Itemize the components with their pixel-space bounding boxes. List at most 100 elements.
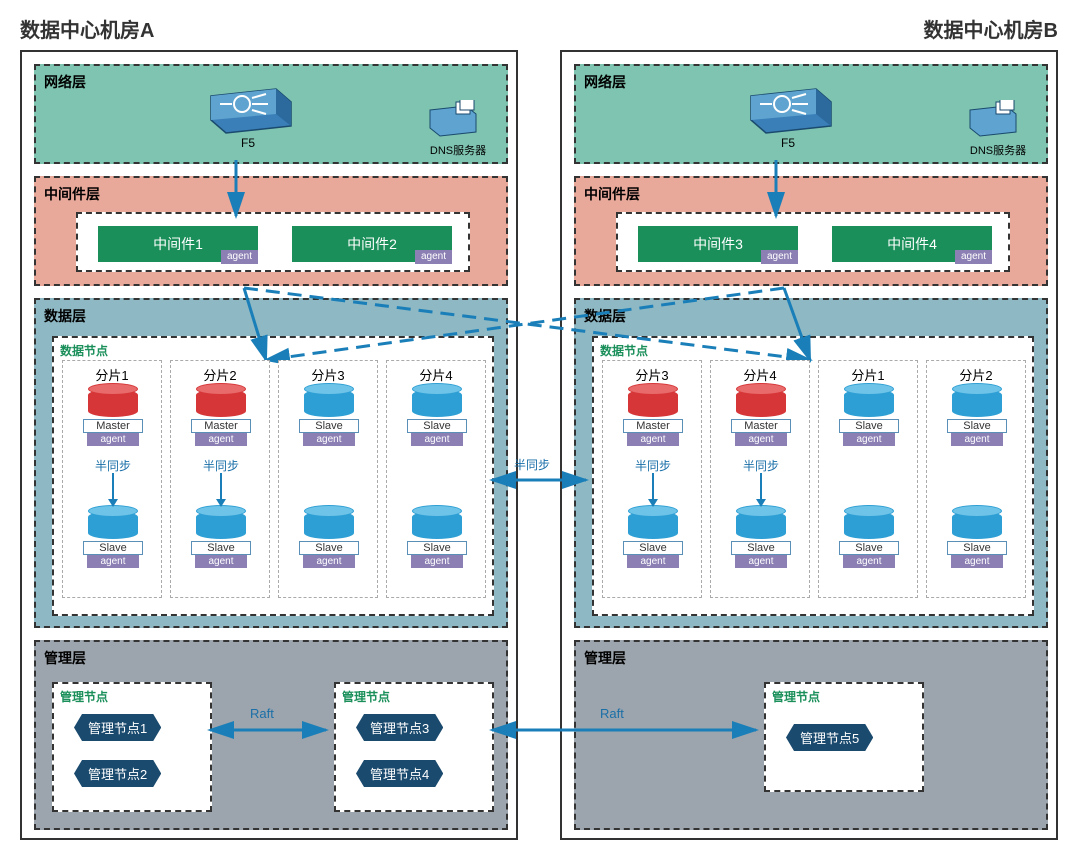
db-role-label: Master bbox=[731, 419, 791, 433]
mgmt-lozenge: 管理节点4 bbox=[356, 760, 443, 787]
agent-tag: agent bbox=[221, 250, 258, 264]
agent-tag: agent bbox=[951, 433, 1003, 446]
shard-box: 分片4 Master agent Slave agent 半同步 bbox=[710, 360, 810, 598]
data-node-label: 数据节点 bbox=[60, 342, 108, 359]
db-cylinder: Slave agent bbox=[299, 511, 359, 568]
half-sync-label: 半同步 bbox=[735, 457, 787, 474]
agent-tag: agent bbox=[843, 555, 895, 568]
layer-label: 数据层 bbox=[584, 306, 626, 326]
layer-label: 中间件层 bbox=[44, 184, 100, 204]
db-cylinder: Slave agent bbox=[407, 511, 467, 568]
dc-b-title: 数据中心机房B bbox=[924, 14, 1058, 43]
agent-tag: agent bbox=[955, 250, 992, 264]
management-layer-a: 管理层 管理节点 管理节点1 管理节点2 管理节点 管理节点3 管理节点4 bbox=[34, 640, 508, 830]
shard-title: 分片3 bbox=[603, 361, 701, 384]
db-role-label: Slave bbox=[407, 419, 467, 433]
db-role-label: Slave bbox=[83, 541, 143, 555]
agent-tag: agent bbox=[951, 555, 1003, 568]
db-role-label: Slave bbox=[839, 419, 899, 433]
middleware-label: 中间件1 bbox=[153, 236, 203, 252]
db-role-label: Slave bbox=[731, 541, 791, 555]
shard-title: 分片4 bbox=[711, 361, 809, 384]
layer-label: 网络层 bbox=[584, 72, 626, 92]
raft-label: Raft bbox=[250, 706, 274, 721]
db-role-label: Master bbox=[623, 419, 683, 433]
db-cylinder: Slave agent bbox=[83, 511, 143, 568]
shard-title: 分片1 bbox=[63, 361, 161, 384]
db-role-label: Slave bbox=[947, 541, 1007, 555]
mgmt-node-box: 管理节点 管理节点3 管理节点4 bbox=[334, 682, 494, 812]
shard-box: 分片3 Slave agent Slave agent bbox=[278, 360, 378, 598]
layer-label: 管理层 bbox=[584, 648, 626, 668]
dns-icon bbox=[966, 100, 1022, 140]
db-cylinder: Slave agent bbox=[299, 389, 359, 446]
db-cylinder: Master agent bbox=[731, 389, 791, 446]
db-cylinder: Slave agent bbox=[947, 511, 1007, 568]
mgmt-lozenge: 管理节点2 bbox=[74, 760, 161, 787]
shard-box: 分片1 Slave agent Slave agent bbox=[818, 360, 918, 598]
db-role-label: Slave bbox=[299, 419, 359, 433]
management-layer-b: 管理层 管理节点 管理节点5 bbox=[574, 640, 1048, 830]
dc-a-title: 数据中心机房A bbox=[20, 14, 154, 43]
mgmt-node-box: 管理节点 管理节点1 管理节点2 bbox=[52, 682, 212, 812]
middleware-label: 中间件3 bbox=[693, 236, 743, 252]
agent-tag: agent bbox=[761, 250, 798, 264]
half-sync-label: 半同步 bbox=[87, 457, 139, 474]
f5-label: F5 bbox=[241, 136, 255, 150]
layer-label: 网络层 bbox=[44, 72, 86, 92]
dns-label: DNS服务器 bbox=[958, 142, 1038, 158]
db-role-label: Slave bbox=[407, 541, 467, 555]
shard-title: 分片4 bbox=[387, 361, 485, 384]
middleware-label: 中间件2 bbox=[347, 236, 397, 252]
shard-title: 分片2 bbox=[171, 361, 269, 384]
layer-label: 中间件层 bbox=[584, 184, 640, 204]
raft-label: Raft bbox=[600, 706, 624, 721]
half-sync-label: 半同步 bbox=[195, 457, 247, 474]
f5-icon bbox=[206, 84, 296, 134]
agent-tag: agent bbox=[735, 433, 787, 446]
agent-tag: agent bbox=[627, 555, 679, 568]
mgmt-node-label: 管理节点 bbox=[60, 688, 108, 705]
middleware-layer-b: 中间件层 中间件3 agent 中间件4 agent bbox=[574, 176, 1048, 286]
agent-tag: agent bbox=[843, 433, 895, 446]
agent-tag: agent bbox=[411, 433, 463, 446]
middleware-box: 中间件2 agent bbox=[292, 226, 452, 262]
middleware-box: 中间件1 agent bbox=[98, 226, 258, 262]
f5-icon bbox=[746, 84, 836, 134]
agent-tag: agent bbox=[735, 555, 787, 568]
agent-tag: agent bbox=[195, 433, 247, 446]
shard-title: 分片2 bbox=[927, 361, 1025, 384]
agent-tag: agent bbox=[303, 433, 355, 446]
mgmt-node-label: 管理节点 bbox=[342, 688, 390, 705]
middleware-label: 中间件4 bbox=[887, 236, 937, 252]
agent-tag: agent bbox=[87, 555, 139, 568]
agent-tag: agent bbox=[627, 433, 679, 446]
middleware-inner-a: 中间件1 agent 中间件2 agent bbox=[76, 212, 470, 272]
db-cylinder: Slave agent bbox=[947, 389, 1007, 446]
mgmt-node-box: 管理节点 管理节点5 bbox=[764, 682, 924, 792]
shard-box: 分片2 Master agent Slave agent 半同步 bbox=[170, 360, 270, 598]
network-layer-a: 网络层 F5 DNS服务器 bbox=[34, 64, 508, 164]
agent-tag: agent bbox=[87, 433, 139, 446]
db-cylinder: Slave agent bbox=[191, 511, 251, 568]
dns-icon bbox=[426, 100, 482, 140]
mgmt-lozenge: 管理节点1 bbox=[74, 714, 161, 741]
db-role-label: Slave bbox=[191, 541, 251, 555]
db-cylinder: Slave agent bbox=[839, 511, 899, 568]
shard-box: 分片1 Master agent Slave agent 半同步 bbox=[62, 360, 162, 598]
db-role-label: Slave bbox=[947, 419, 1007, 433]
half-sync-label: 半同步 bbox=[514, 456, 550, 473]
dns-label: DNS服务器 bbox=[418, 142, 498, 158]
middleware-box: 中间件4 agent bbox=[832, 226, 992, 262]
shard-box: 分片4 Slave agent Slave agent bbox=[386, 360, 486, 598]
agent-tag: agent bbox=[411, 555, 463, 568]
data-node-label: 数据节点 bbox=[600, 342, 648, 359]
db-cylinder: Master agent bbox=[83, 389, 143, 446]
db-role-label: Master bbox=[83, 419, 143, 433]
layer-label: 管理层 bbox=[44, 648, 86, 668]
agent-tag: agent bbox=[195, 555, 247, 568]
mgmt-node-label: 管理节点 bbox=[772, 688, 820, 705]
db-cylinder: Master agent bbox=[191, 389, 251, 446]
middleware-layer-a: 中间件层 中间件1 agent 中间件2 agent bbox=[34, 176, 508, 286]
f5-label: F5 bbox=[781, 136, 795, 150]
